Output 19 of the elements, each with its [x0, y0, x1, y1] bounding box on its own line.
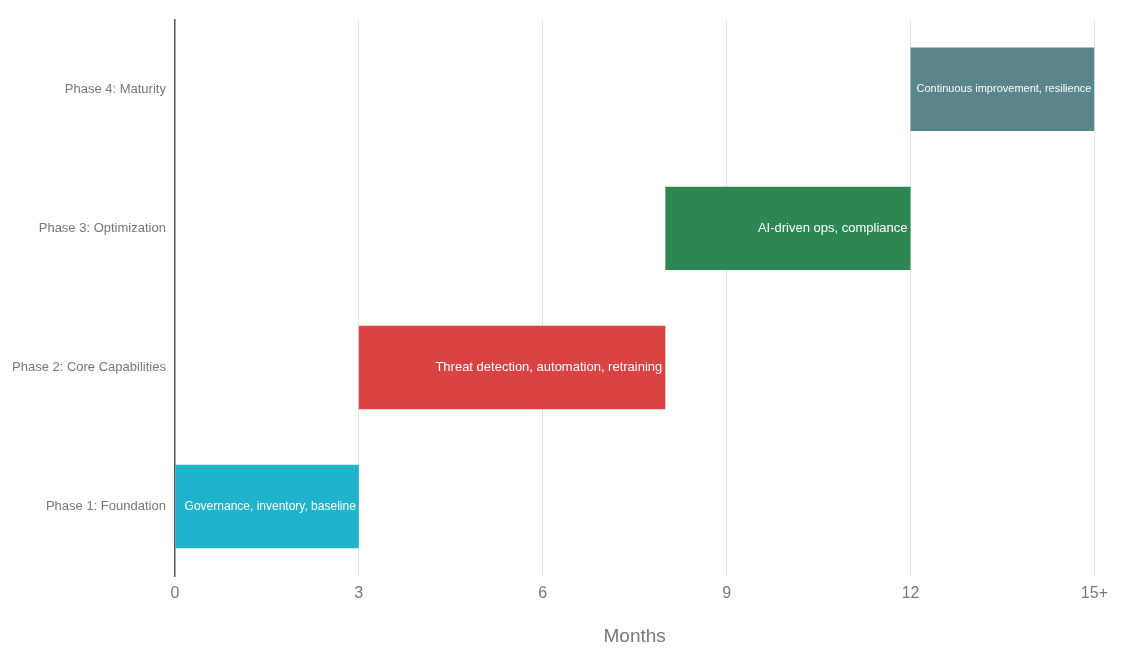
x-axis-title: Months: [603, 624, 666, 646]
y-tick-label: Phase 4: Maturity: [64, 80, 167, 96]
x-tick-label: 15+: [1080, 584, 1108, 602]
bar: [665, 186, 911, 271]
data-label: Continuous improvement, resilience: [916, 82, 1092, 95]
x-tick-label: 12: [901, 584, 920, 602]
x-tick-label: 6: [538, 584, 548, 602]
bar: [910, 47, 1095, 132]
y-tick-label: Phase 1: Foundation: [45, 498, 166, 514]
bar: [175, 464, 359, 549]
x-tick-label: 0: [170, 584, 180, 602]
bar: [358, 325, 666, 410]
x-tick-label: 9: [722, 584, 732, 602]
data-label: AI-driven ops, compliance: [757, 219, 908, 235]
x-tick-label: 3: [354, 584, 364, 602]
data-label: Threat detection, automation, retraining: [435, 359, 663, 374]
y-tick-label: Phase 2: Core Capabilities: [12, 359, 167, 374]
data-label: Governance, inventory, baseline: [184, 498, 357, 513]
y-tick-label: Phase 3: Optimization: [38, 219, 166, 235]
